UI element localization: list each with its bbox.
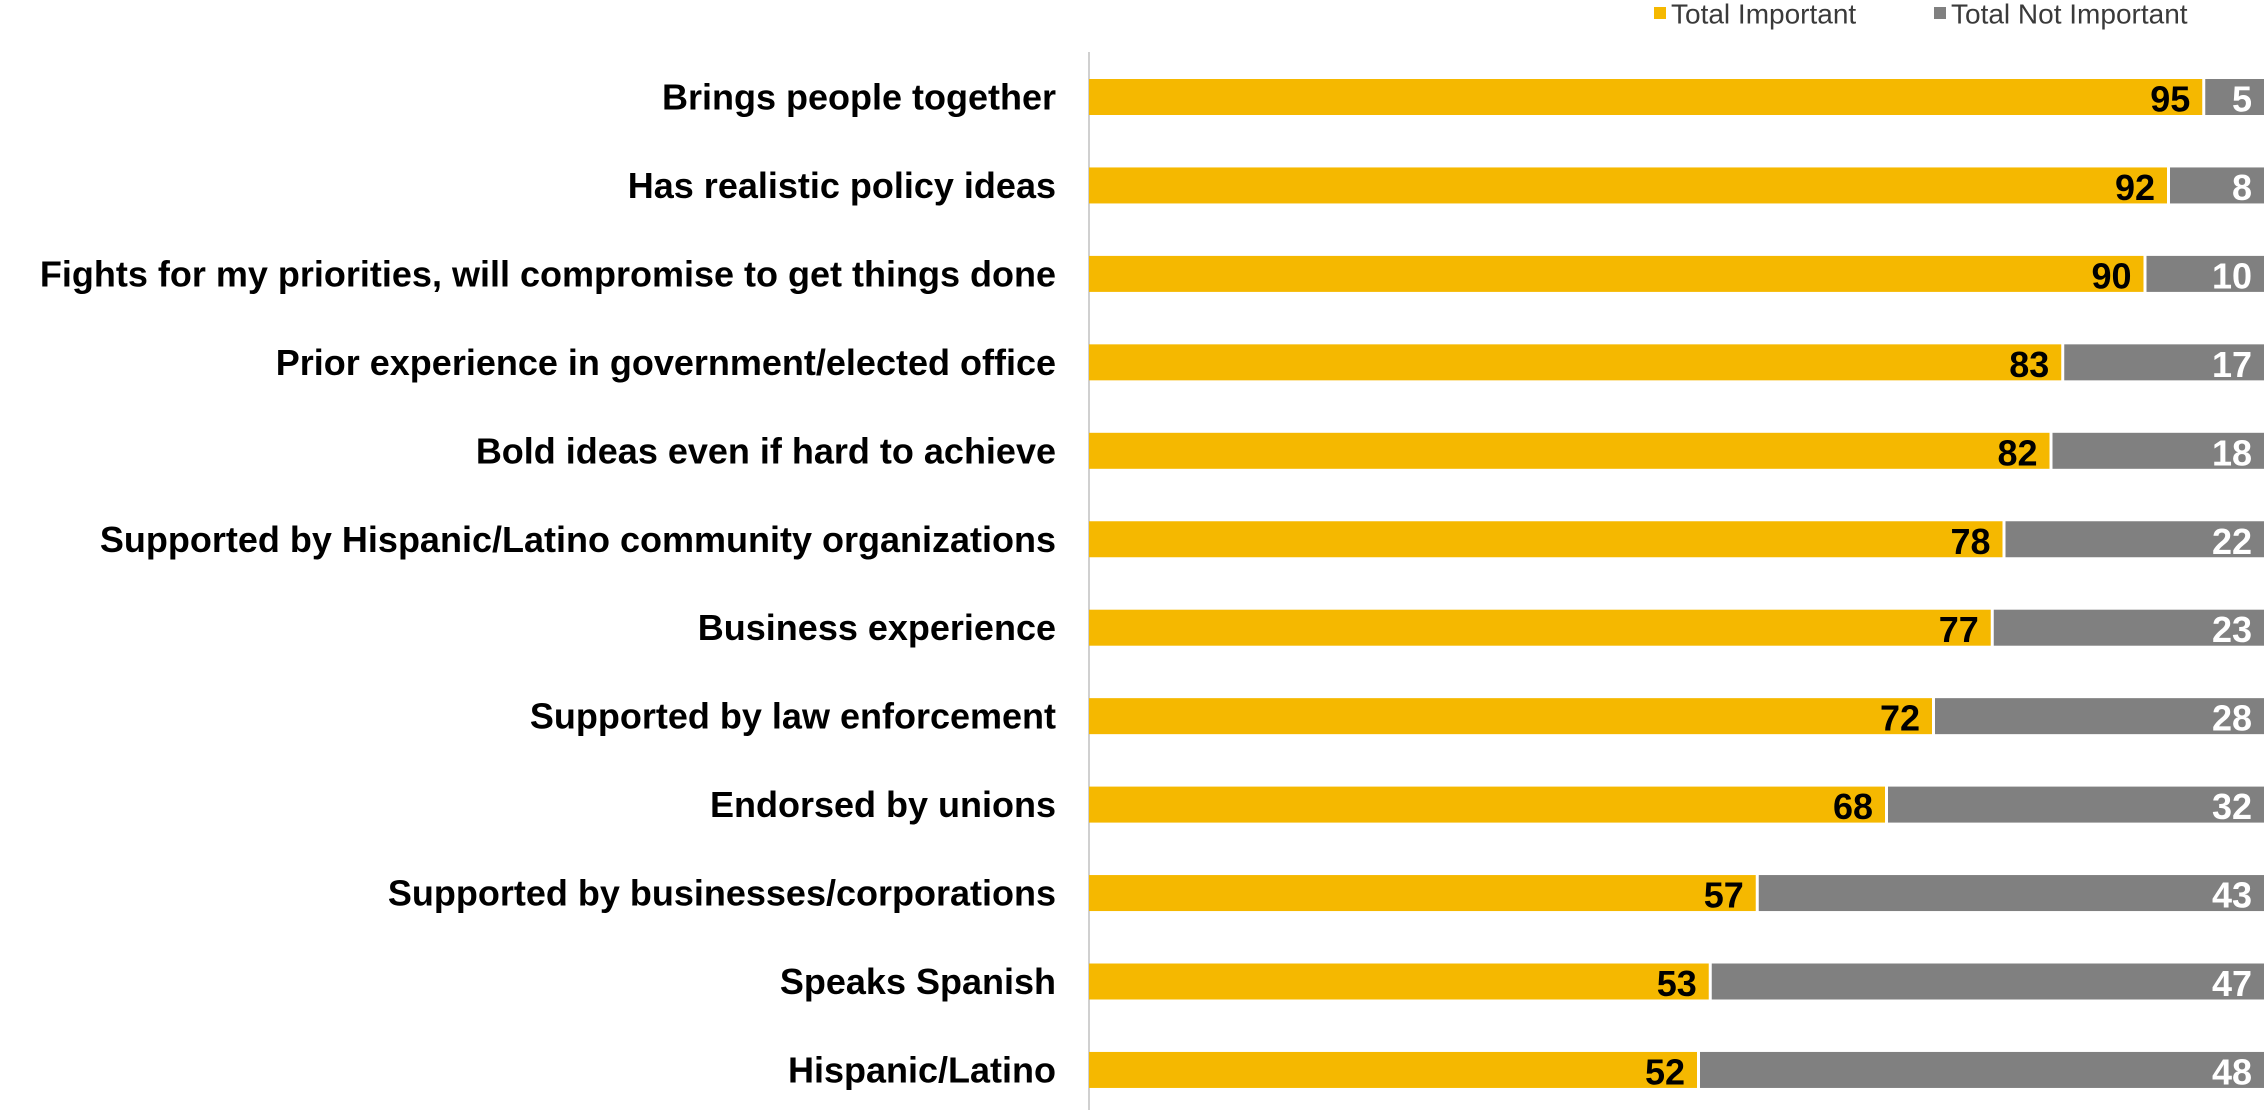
bar-segment-important [1089,521,2003,558]
data-label: 32 [2212,786,2252,827]
category-label: Bold ideas even if hard to achieve [476,430,1056,471]
data-label: 28 [2212,698,2252,739]
bar-segment-not-important [2064,344,2264,381]
legend-label: Total Important [1671,0,1856,30]
data-label: 90 [2091,255,2131,296]
data-label: 53 [1657,963,1697,1004]
bar-segment-important [1089,344,2062,381]
bar-segment-not-important [1758,875,2264,912]
bar-segment-important [1089,432,2050,469]
bar-segment-not-important [2005,521,2264,558]
category-label: Hispanic/Latino [788,1049,1056,1090]
legend-swatch [1934,7,1946,19]
data-label: 52 [1645,1051,1685,1092]
bar-segment-important [1089,963,1709,1000]
data-label: 17 [2212,344,2252,385]
bar-segment-not-important [2205,79,2264,115]
bar-segment-not-important [2146,255,2264,292]
bar-segment-important [1089,167,2167,204]
data-label: 95 [2150,79,2190,120]
data-label: 10 [2212,255,2252,296]
legend-label: Total Not Important [1951,0,2188,30]
data-label: 8 [2232,167,2252,208]
bar-segment-not-important [2052,432,2264,469]
bar-segment-not-important [1993,609,2264,646]
bar-segment-not-important [2170,167,2264,204]
bar-segment-important [1089,786,1885,823]
bars-group: 95 5 92 8 90 10 83 17 82 18 78 22 77 23 72 28 68 32 57 43 53… [1089,79,2264,1092]
category-label: Endorsed by unions [710,784,1056,825]
data-label: 77 [1939,609,1979,650]
category-label: Prior experience in government/elected o… [276,342,1056,383]
bar-segment-not-important [1700,1051,2264,1088]
data-label: 83 [2009,344,2049,385]
bar-segment-not-important [1935,698,2264,735]
legend-swatch [1654,7,1666,19]
category-labels: Brings people together Has realistic poli… [40,77,1056,1091]
data-label: 78 [1950,521,1990,562]
bar-segment-not-important [1888,786,2264,823]
category-label: Business experience [698,607,1056,648]
bar-segment-important [1089,698,1932,735]
data-label: 82 [1997,432,2037,473]
data-label: 92 [2115,167,2155,208]
bar-segment-important [1089,79,2203,115]
data-label: 22 [2212,521,2252,562]
data-label: 18 [2212,432,2252,473]
category-label: Has realistic policy ideas [628,165,1056,206]
bar-segment-important [1089,1051,1697,1088]
data-label: 47 [2212,963,2252,1004]
data-label: 68 [1833,786,1873,827]
data-label: 43 [2212,875,2252,916]
category-label: Supported by businesses/corporations [388,873,1056,914]
bar-segment-important [1089,255,2144,292]
data-label: 57 [1704,875,1744,916]
category-label: Brings people together [662,77,1056,118]
data-label: 5 [2232,79,2252,120]
bar-segment-important [1089,609,1991,646]
legend: Total Important Total Not Important [1654,0,2188,30]
category-label: Fights for my priorities, will compromis… [40,253,1056,294]
data-label: 72 [1880,698,1920,739]
category-label: Speaks Spanish [780,961,1056,1002]
category-label: Supported by law enforcement [530,696,1056,737]
bar-segment-not-important [1711,963,2264,1000]
category-label: Supported by Hispanic/Latino community o… [100,519,1056,560]
data-label: 23 [2212,609,2252,650]
bar-segment-important [1089,875,1756,912]
data-label: 48 [2212,1051,2252,1092]
